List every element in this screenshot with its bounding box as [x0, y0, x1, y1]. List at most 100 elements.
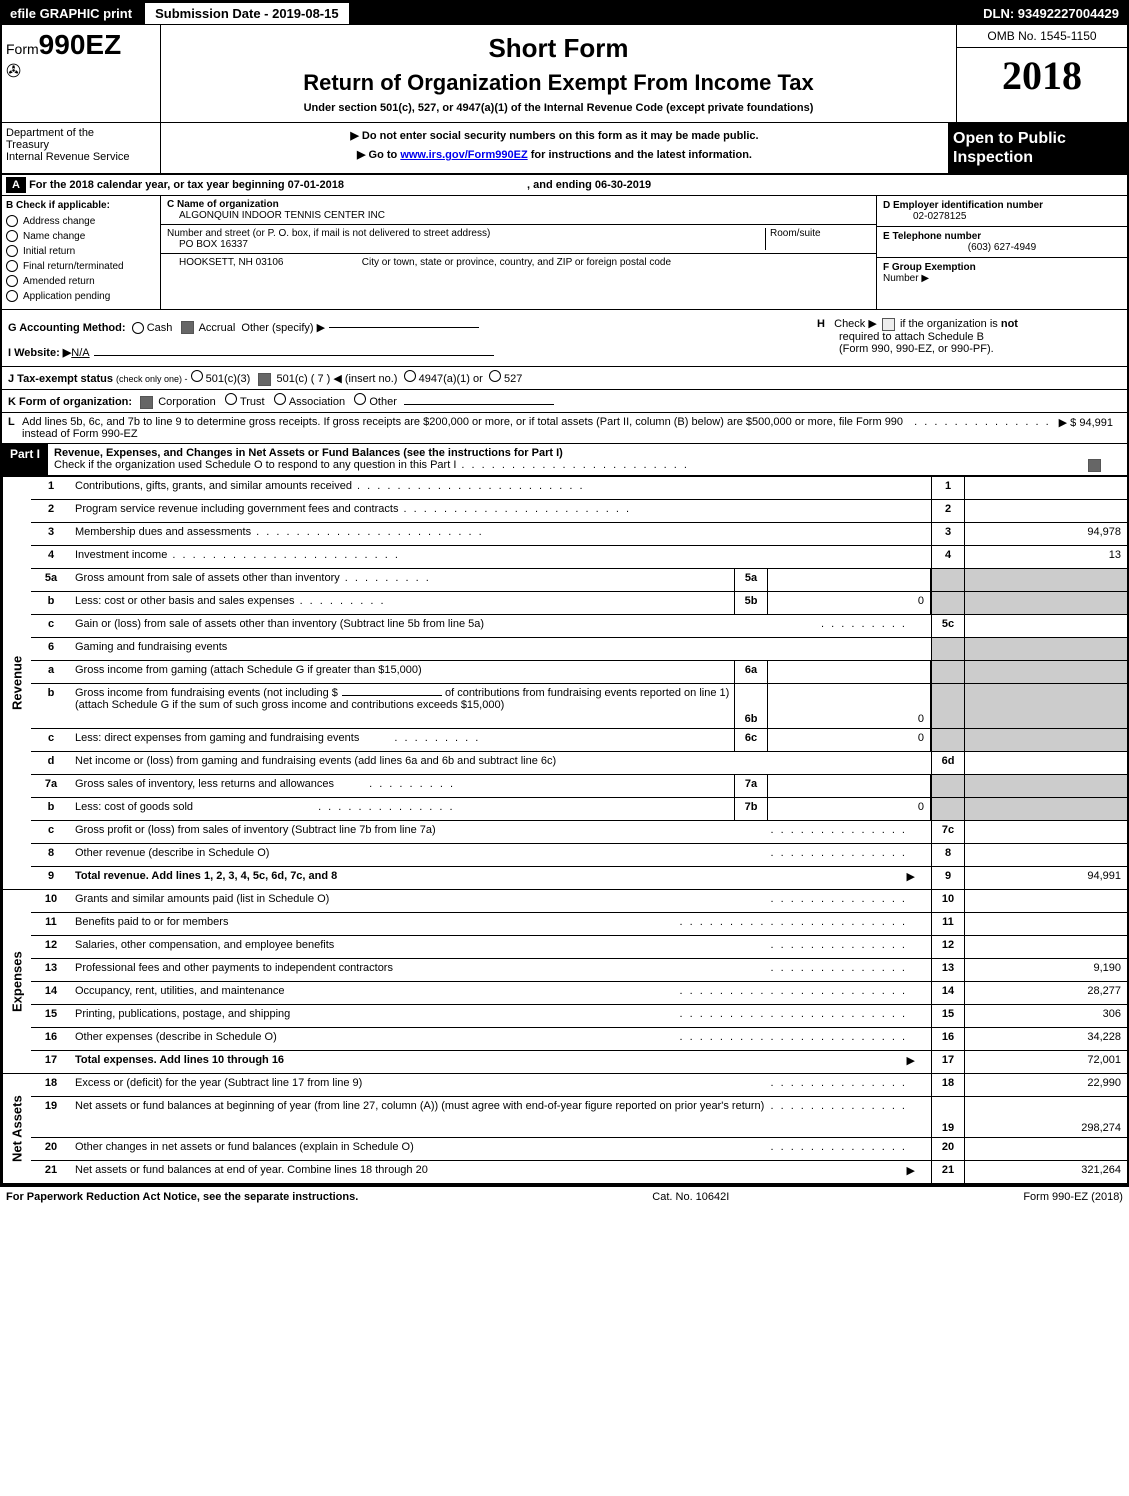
- line-text: Benefits paid to or for members: [71, 913, 931, 935]
- website-value: N/A: [71, 347, 89, 359]
- line-num: 11: [31, 913, 71, 935]
- text: Professional fees and other payments to …: [75, 962, 393, 974]
- text: Other expenses (describe in Schedule O): [75, 1031, 277, 1043]
- checkbox-icon[interactable]: [882, 318, 895, 331]
- ein-row: D Employer identification number 02-0278…: [877, 196, 1127, 227]
- line-num: 8: [31, 844, 71, 866]
- right-val: 9,190: [965, 959, 1127, 981]
- mid-num: 6c: [734, 729, 768, 751]
- dots-arrow: [907, 1164, 917, 1177]
- right-val: 13: [965, 546, 1127, 568]
- checkbox-icon[interactable]: [258, 373, 271, 386]
- org-name-row: C Name of organization ALGONQUIN INDOOR …: [161, 196, 876, 225]
- check-name-change[interactable]: Name change: [6, 230, 156, 242]
- right-num: 16: [931, 1028, 965, 1050]
- checkbox-icon[interactable]: [1088, 459, 1101, 472]
- text: Gross sales of inventory, less returns a…: [75, 778, 334, 790]
- radio-icon[interactable]: [489, 370, 501, 382]
- open-public-l2: Inspection: [953, 148, 1123, 167]
- footer-left: For Paperwork Reduction Act Notice, see …: [6, 1191, 358, 1203]
- mid-val: [768, 569, 931, 591]
- line-6a: a Gross income from gaming (attach Sched…: [31, 661, 1127, 684]
- part1-header-row: Part I Revenue, Expenses, and Changes in…: [2, 444, 1127, 476]
- irs-link[interactable]: www.irs.gov/Form990EZ: [400, 149, 527, 161]
- radio-icon: [6, 275, 18, 287]
- part1-title: Revenue, Expenses, and Changes in Net As…: [54, 447, 563, 459]
- line-7c: c Gross profit or (loss) from sales of i…: [31, 821, 1127, 844]
- line-num: 9: [31, 867, 71, 889]
- right-num-shaded: [931, 684, 965, 728]
- line-18: 18 Excess or (deficit) for the year (Sub…: [31, 1074, 1127, 1097]
- section-a-pre: For the 2018 calendar year, or tax year …: [29, 179, 288, 191]
- radio-icon[interactable]: [274, 393, 286, 405]
- right-num-shaded: [931, 592, 965, 614]
- line-num: 14: [31, 982, 71, 1004]
- ein-label: D Employer identification number: [883, 200, 1043, 211]
- line-num: a: [31, 661, 71, 683]
- radio-icon[interactable]: [132, 322, 144, 334]
- dots-arrow: [907, 1054, 917, 1067]
- text: Other revenue (describe in Schedule O): [75, 847, 269, 859]
- expenses-section: Expenses 10 Grants and similar amounts p…: [2, 889, 1127, 1073]
- section-def: D Employer identification number 02-0278…: [877, 196, 1127, 309]
- line-num: 5a: [31, 569, 71, 591]
- dots: [679, 1031, 907, 1043]
- line-num: 17: [31, 1051, 71, 1073]
- tax-year-begin: 07-01-2018: [288, 179, 344, 191]
- line-9: 9 Total revenue. Add lines 1, 2, 3, 4, 5…: [31, 867, 1127, 889]
- check-address-change[interactable]: Address change: [6, 215, 156, 227]
- k-corp: Corporation: [158, 396, 215, 408]
- right-num: 20: [931, 1138, 965, 1160]
- radio-icon[interactable]: [225, 393, 237, 405]
- line-text: Other changes in net assets or fund bala…: [71, 1138, 931, 1160]
- line-h-text2: if the organization is: [900, 318, 1001, 330]
- line-l-label: L: [8, 416, 22, 440]
- check-amended-return[interactable]: Amended return: [6, 275, 156, 287]
- form-container: efile GRAPHIC print Submission Date - 20…: [0, 0, 1129, 1186]
- revenue-side-label: Revenue: [2, 477, 31, 889]
- right-num: 13: [931, 959, 965, 981]
- radio-icon[interactable]: [354, 393, 366, 405]
- line-13: 13 Professional fees and other payments …: [31, 959, 1127, 982]
- checkbox-icon[interactable]: [181, 321, 194, 334]
- radio-icon[interactable]: [191, 370, 203, 382]
- other-blank: [329, 327, 479, 328]
- right-num: 15: [931, 1005, 965, 1027]
- k-trust: Trust: [240, 396, 265, 408]
- dept-l3: Internal Revenue Service: [6, 151, 130, 163]
- line-text: Contributions, gifts, grants, and simila…: [71, 477, 931, 499]
- accrual-label: Accrual: [199, 322, 236, 334]
- line-num: 10: [31, 890, 71, 912]
- right-val-shaded: [965, 638, 1127, 660]
- check-application-pending[interactable]: Application pending: [6, 290, 156, 302]
- line-2: 2 Program service revenue including gove…: [31, 500, 1127, 523]
- line-g-h-row: G Accounting Method: Cash Accrual Other …: [2, 310, 1127, 367]
- line-11: 11 Benefits paid to or for members 11: [31, 913, 1127, 936]
- line-20: 20 Other changes in net assets or fund b…: [31, 1138, 1127, 1161]
- right-num: 3: [931, 523, 965, 545]
- mid-num: 6b: [734, 684, 768, 728]
- line-text: Gross income from fundraising events (no…: [71, 684, 734, 728]
- radio-icon[interactable]: [404, 370, 416, 382]
- line-k-label: K Form of organization:: [8, 396, 132, 408]
- line-21: 21 Net assets or fund balances at end of…: [31, 1161, 1127, 1183]
- line-text: Total expenses. Add lines 10 through 16: [71, 1051, 931, 1073]
- line-l-text: Add lines 5b, 6c, and 7b to line 9 to de…: [22, 416, 914, 440]
- group-exemption-row: F Group Exemption Number ▶: [877, 258, 1127, 288]
- expenses-side-label: Expenses: [2, 890, 31, 1073]
- radio-icon: [6, 290, 18, 302]
- dots: [313, 801, 455, 813]
- line-6: 6 Gaming and fundraising events: [31, 638, 1127, 661]
- line-text: Occupancy, rent, utilities, and maintena…: [71, 982, 931, 1004]
- checkbox-icon[interactable]: [140, 396, 153, 409]
- city-label: City or town, state or province, country…: [362, 257, 671, 268]
- omb-number: OMB No. 1545-1150: [957, 25, 1127, 48]
- check-final-return[interactable]: Final return/terminated: [6, 260, 156, 272]
- line-text: Total revenue. Add lines 1, 2, 3, 4, 5c,…: [71, 867, 931, 889]
- text: Net assets or fund balances at end of ye…: [75, 1164, 428, 1176]
- right-val: 94,978: [965, 523, 1127, 545]
- check-initial-return[interactable]: Initial return: [6, 245, 156, 257]
- line-7a: 7a Gross sales of inventory, less return…: [31, 775, 1127, 798]
- text: Other changes in net assets or fund bala…: [75, 1141, 414, 1153]
- right-val-shaded: [965, 729, 1127, 751]
